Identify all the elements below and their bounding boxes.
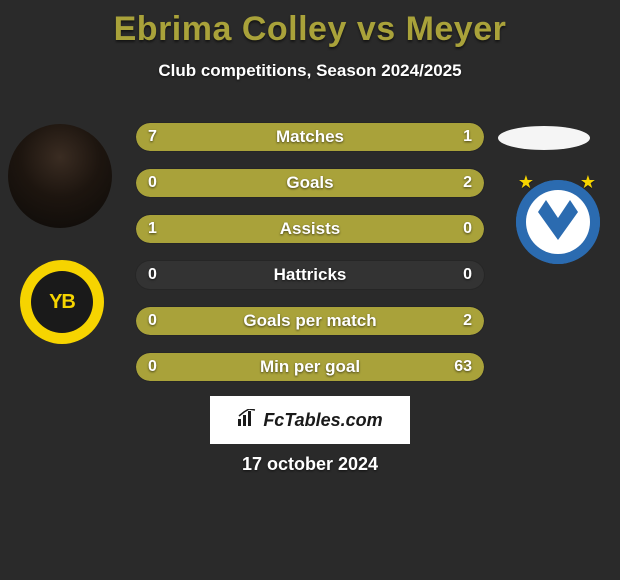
watermark-text: FcTables.com xyxy=(263,410,382,431)
bar-row: 02Goals per match xyxy=(135,306,485,336)
bar-label: Goals per match xyxy=(136,307,484,335)
club-right-badge-inner xyxy=(526,190,590,254)
date-text: 17 october 2024 xyxy=(0,454,620,475)
watermark: FcTables.com xyxy=(210,396,410,444)
bar-row: 10Assists xyxy=(135,214,485,244)
comparison-bars: 71Matches 02Goals 10Assists 00Hattricks 02Go… xyxy=(135,122,485,398)
bar-row: 00Hattricks xyxy=(135,260,485,290)
chart-icon xyxy=(237,409,257,432)
bar-label: Matches xyxy=(136,123,484,151)
bar-label: Min per goal xyxy=(136,353,484,381)
bar-row: 063Min per goal xyxy=(135,352,485,382)
page-title: Ebrima Colley vs Meyer xyxy=(0,0,620,49)
player-left-avatar xyxy=(8,124,112,228)
club-left-badge-text: YB xyxy=(31,271,93,333)
player-right-avatar xyxy=(498,126,590,150)
club-left-badge: YB xyxy=(20,260,104,344)
club-right-badge xyxy=(516,180,600,264)
bar-row: 02Goals xyxy=(135,168,485,198)
bar-label: Goals xyxy=(136,169,484,197)
bar-row: 71Matches xyxy=(135,122,485,152)
bar-label: Assists xyxy=(136,215,484,243)
page-subtitle: Club competitions, Season 2024/2025 xyxy=(0,61,620,81)
bar-label: Hattricks xyxy=(136,261,484,289)
